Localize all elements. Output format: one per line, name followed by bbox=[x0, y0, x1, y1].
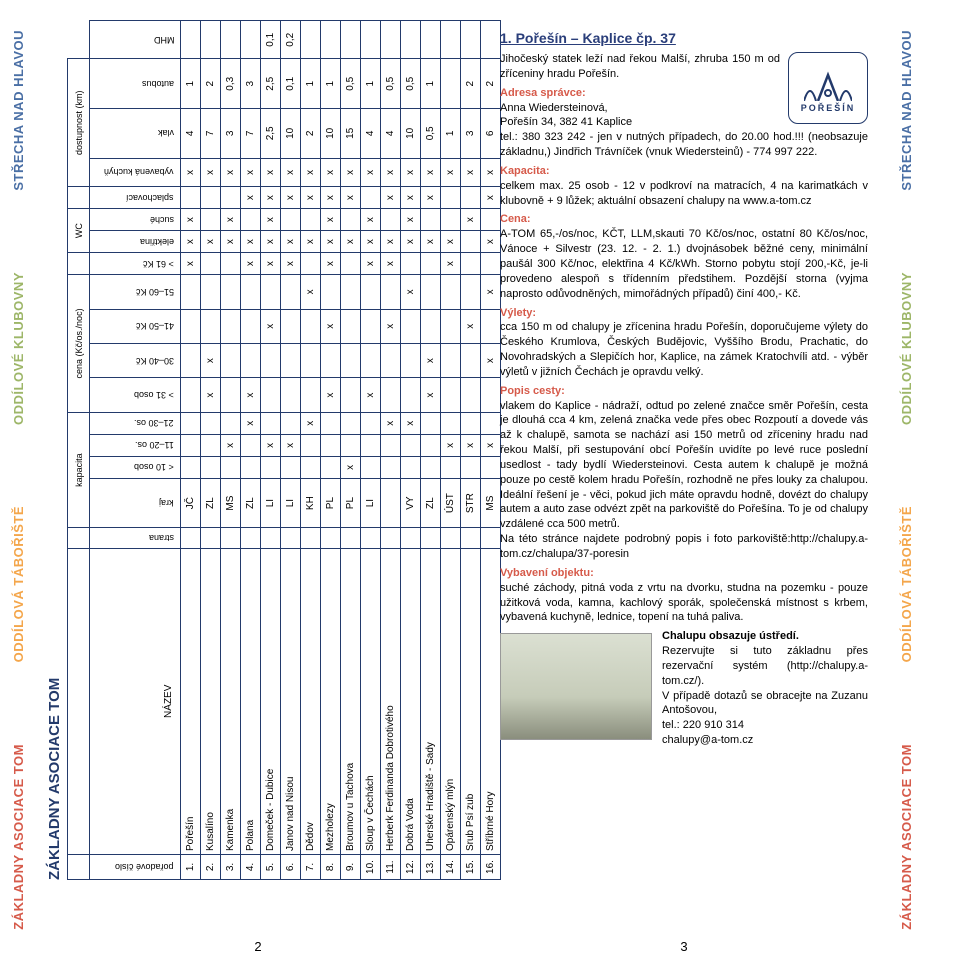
table-row: 4.PolanaZLxxxxxx73 bbox=[241, 21, 261, 880]
page-number-left: 2 bbox=[254, 939, 261, 954]
poresin-logo: POŘEŠÍN bbox=[788, 52, 868, 124]
sidebar-left: STŘECHA NAD HLAVOU ODDÍLOVÉ KLUBOVNY ODDÍL… bbox=[0, 0, 36, 960]
kapacita-text: celkem max. 25 osob - 12 v podkroví na m… bbox=[500, 180, 868, 207]
table-row: 2.KusalínoZLxxxx72 bbox=[201, 21, 221, 880]
sidebar-label: ODDÍLOVÁ TÁBOŘIŠTĚ bbox=[899, 506, 914, 662]
table-row: 13.Uherské Hradiště - SadyZLxxxxx0,51 bbox=[421, 21, 441, 880]
sidebar-label: ZÁKLADNY ASOCIACE TOM bbox=[899, 744, 914, 930]
cesta-label: Popis cesty: bbox=[500, 385, 565, 397]
sidebar-right: STŘECHA NAD HLAVOU ODDÍLOVÉ KLUBOVNY ODDÍL… bbox=[888, 0, 924, 960]
kapacita-label: Kapacita: bbox=[500, 165, 550, 177]
table-row: 5.Domeček - DubiceLIxxxxxxx2,52,50,1 bbox=[261, 21, 281, 880]
table-row: 8.MezholezyPLxxxxxxx101 bbox=[321, 21, 341, 880]
photo-thumbnail bbox=[500, 633, 652, 740]
table-row: 10.Sloup v ČecháchLIxxxxx41 bbox=[361, 21, 381, 880]
right-page: 1. Pořešín – Kaplice čp. 37 POŘEŠÍN Jiho… bbox=[480, 0, 888, 960]
table-row: 6.Janov nad NisouLIxxxxx100,10,2 bbox=[281, 21, 301, 880]
sidebar-label: ODDÍLOVÉ KLUBOVNY bbox=[11, 272, 26, 425]
sidebar-label: ZÁKLADNY ASOCIACE TOM bbox=[11, 744, 26, 930]
table-row: 1.PořešínJČxxxx41 bbox=[181, 21, 201, 880]
rezervace-text: Rezervujte si tuto základnu přes rezerva… bbox=[662, 645, 868, 746]
detail-title: 1. Pořešín – Kaplice čp. 37 bbox=[500, 30, 868, 46]
cena-text: A-TOM 65,-/os/noc, KČT, LLM,skauti 70 Kč… bbox=[500, 228, 868, 299]
sidebar-label: ODDÍLOVÁ TÁBOŘIŠTĚ bbox=[11, 506, 26, 662]
page-number-right: 3 bbox=[680, 939, 687, 954]
vylety-text: cca 150 m od chalupy je zřícenina hradu … bbox=[500, 321, 868, 378]
table-row: 3.KamenkaMSxxxx30,3 bbox=[221, 21, 241, 880]
lodging-table: kapacitacena (Kč/os./noc)WCdostupnost (k… bbox=[67, 20, 501, 880]
logo-caption: POŘEŠÍN bbox=[801, 103, 856, 113]
cena-label: Cena: bbox=[500, 213, 531, 225]
table-row: 7.DědovKHxxxxx21 bbox=[301, 21, 321, 880]
table-row: 9.Broumov u TachovaPLxxxx150,5 bbox=[341, 21, 361, 880]
vybaveni-text: suché záchody, pitná voda z vrtu na dvor… bbox=[500, 582, 868, 624]
sidebar-label: STŘECHA NAD HLAVOU bbox=[11, 30, 26, 191]
left-page: ZÁKLADNY ASOCIACE TOM kapacitacena (Kč/o… bbox=[36, 0, 480, 960]
vybaveni-label: Vybavení objektu: bbox=[500, 567, 594, 579]
ustredni-text: Chalupu obsazuje ústředí. bbox=[662, 630, 799, 642]
vylety-label: Výlety: bbox=[500, 307, 536, 319]
sidebar-label: STŘECHA NAD HLAVOU bbox=[899, 30, 914, 191]
table-row: 12.Dobrá VodaVYxxxxxx100,5 bbox=[401, 21, 421, 880]
sidebar-label: ODDÍLOVÉ KLUBOVNY bbox=[899, 272, 914, 425]
table-title: ZÁKLADNY ASOCIACE TOM bbox=[46, 20, 63, 880]
table-row: 11.Herberk Ferdinanda Dobrotivéhoxxxxxx4… bbox=[381, 21, 401, 880]
table-row: 14.Opárenský mlýnÚSTxxxx1 bbox=[441, 21, 461, 880]
cesta-text: vlakem do Kaplice - nádraží, odtud po ze… bbox=[500, 400, 868, 560]
table-row: 15.Srub Psí zubSTRxxxx32 bbox=[461, 21, 481, 880]
adresa-label: Adresa správce: bbox=[500, 87, 586, 99]
